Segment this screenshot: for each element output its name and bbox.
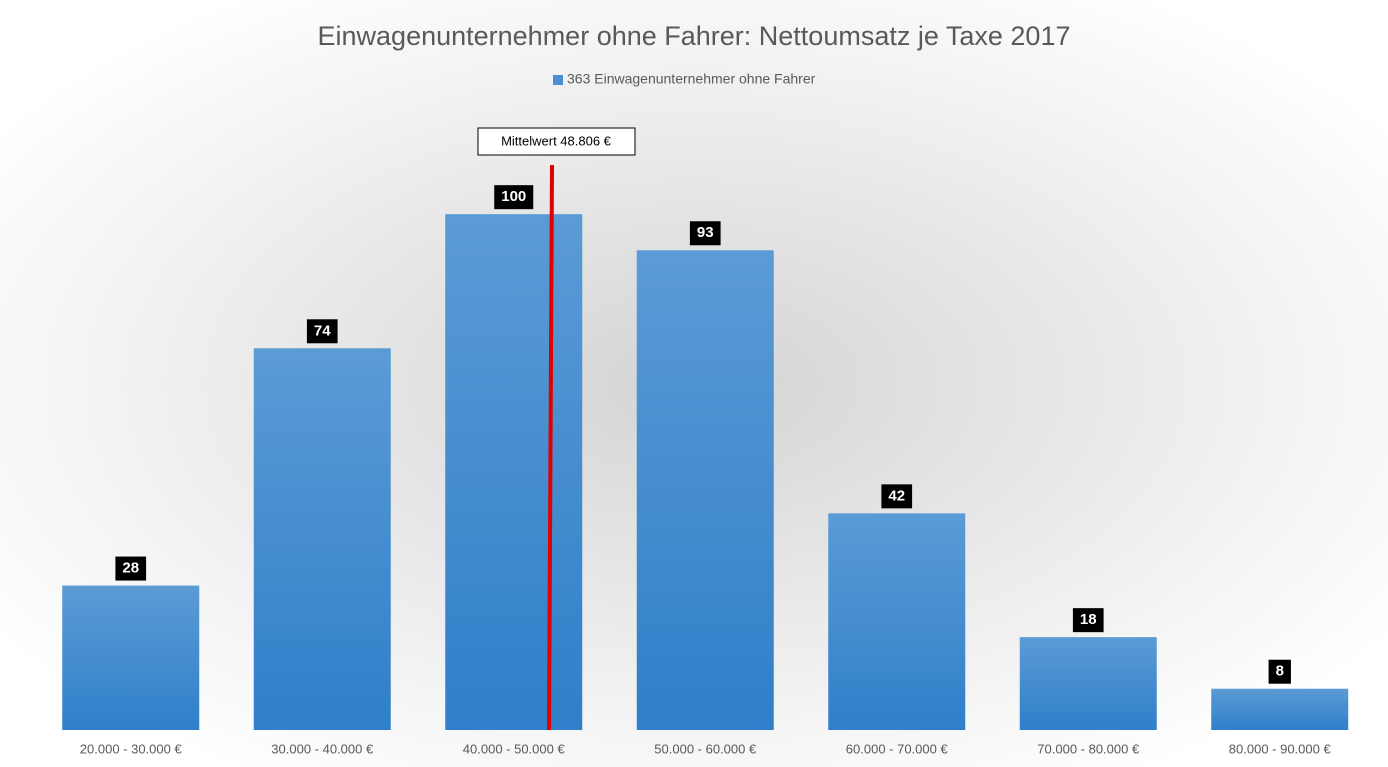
- bar: [828, 513, 966, 730]
- value-label: 42: [888, 487, 905, 504]
- value-label-bg: [115, 556, 147, 581]
- legend-swatch: [553, 75, 563, 85]
- chart-title: Einwagenunternehmer ohne Fahrer: Nettoum…: [318, 21, 1071, 51]
- x-tick-label: 40.000 - 50.000 €: [463, 741, 566, 756]
- legend-label: 363 Einwagenunternehmer ohne Fahrer: [567, 71, 816, 87]
- annotation: Mittelwert 48.806 €: [501, 133, 612, 148]
- annotation-box: [477, 127, 636, 156]
- value-label: 8: [1276, 663, 1284, 680]
- value-label-bg: [1268, 659, 1291, 684]
- x-tick-label: 30.000 - 40.000 €: [271, 741, 374, 756]
- bar: [62, 585, 200, 730]
- value-label-bg: [881, 484, 913, 509]
- value-label: 100: [501, 188, 526, 205]
- x-tick-label: 50.000 - 60.000 €: [654, 741, 757, 756]
- value-label-bg: [494, 185, 534, 210]
- value-label-bg: [1072, 608, 1104, 633]
- x-tick-label: 60.000 - 70.000 €: [846, 741, 949, 756]
- x-tick-label: 70.000 - 80.000 €: [1037, 741, 1140, 756]
- value-label: 93: [697, 224, 714, 241]
- mean-line: [547, 164, 554, 731]
- x-tick-label: 20.000 - 30.000 €: [80, 741, 183, 756]
- bar: [1019, 637, 1157, 730]
- bar: [253, 348, 391, 730]
- x-tick-label: 80.000 - 90.000 €: [1229, 741, 1332, 756]
- value-label-bg: [306, 319, 338, 344]
- value-label: 28: [122, 560, 139, 577]
- bar: [636, 250, 774, 730]
- bar: [1211, 688, 1349, 730]
- value-label-bg: [689, 221, 721, 246]
- bar: [445, 214, 583, 730]
- value-label: 18: [1080, 611, 1097, 628]
- value-label: 74: [314, 322, 331, 339]
